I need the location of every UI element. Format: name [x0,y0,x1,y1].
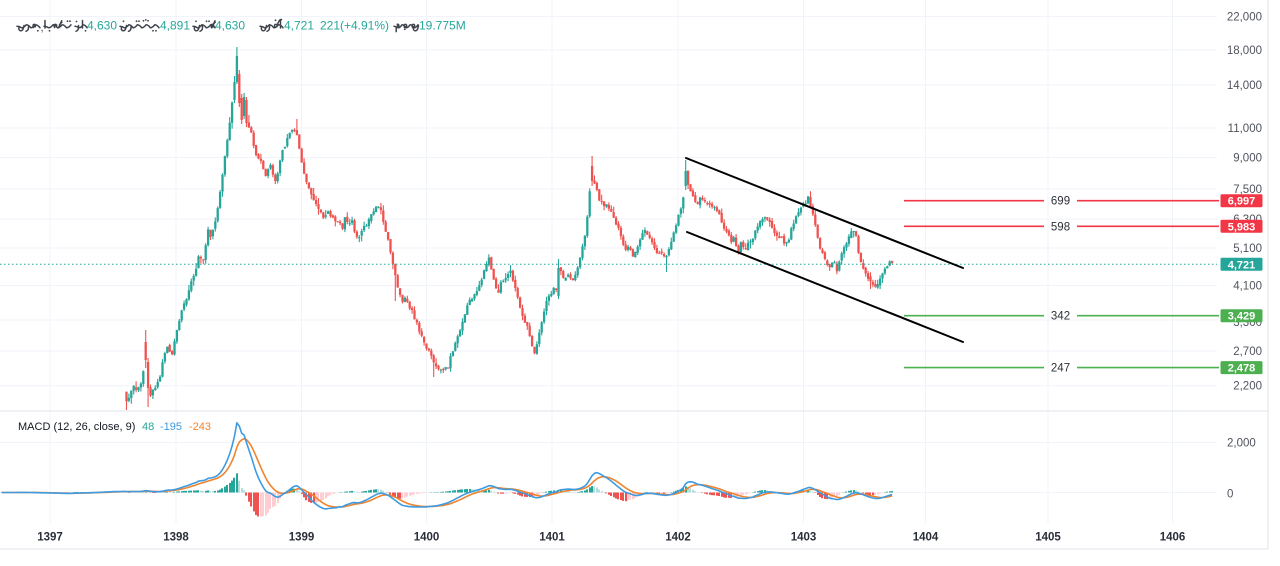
svg-text:4,721: 4,721 [1228,259,1256,271]
svg-text:1397: 1397 [37,532,63,544]
svg-text:2,200: 2,200 [1233,381,1262,393]
svg-text:1405: 1405 [1035,532,1061,544]
svg-text:5,983: 5,983 [1228,221,1256,233]
svg-text:(+4.91%): (+4.91%) [340,19,389,33]
svg-text:2,478: 2,478 [1228,363,1256,375]
svg-text:247: 247 [1051,363,1070,375]
svg-text:4,891: 4,891 [160,19,190,33]
svg-text:1406: 1406 [1160,532,1186,544]
svg-text:5,100: 5,100 [1233,243,1262,255]
svg-text:,: , [41,22,44,34]
svg-text:MACD (12, 26, close, 9): MACD (12, 26, close, 9) [18,421,135,433]
svg-text:4,721: 4,721 [284,19,314,33]
svg-text:6,997: 6,997 [1228,196,1256,208]
svg-text:1401: 1401 [539,532,565,544]
svg-text:48: 48 [142,421,154,433]
svg-text:11,000: 11,000 [1228,123,1262,135]
svg-text:4,100: 4,100 [1233,281,1262,293]
svg-text:342: 342 [1051,311,1070,323]
svg-text:4,630: 4,630 [87,19,117,33]
svg-text:14,000: 14,000 [1227,80,1262,92]
svg-text:1399: 1399 [289,532,315,544]
svg-text:0: 0 [1227,489,1233,501]
svg-text:22,000: 22,000 [1227,12,1262,24]
svg-text:1400: 1400 [414,532,440,544]
svg-text:1403: 1403 [791,532,817,544]
svg-text:19.775M: 19.775M [419,19,466,33]
svg-text:18,000: 18,000 [1227,45,1262,57]
svg-text:3,429: 3,429 [1228,311,1256,323]
svg-text:2,700: 2,700 [1233,346,1262,358]
svg-text:2,000: 2,000 [1227,438,1256,450]
svg-text:221: 221 [320,19,340,33]
svg-text:1398: 1398 [163,532,189,544]
svg-text:1404: 1404 [913,532,939,544]
svg-text:1402: 1402 [665,532,691,544]
svg-text:598: 598 [1051,221,1070,233]
svg-text:-243: -243 [189,421,211,433]
svg-text:699: 699 [1051,196,1070,208]
svg-text:4,630: 4,630 [215,19,245,33]
svg-text:9,000: 9,000 [1233,153,1262,165]
svg-text:-195: -195 [160,421,182,433]
